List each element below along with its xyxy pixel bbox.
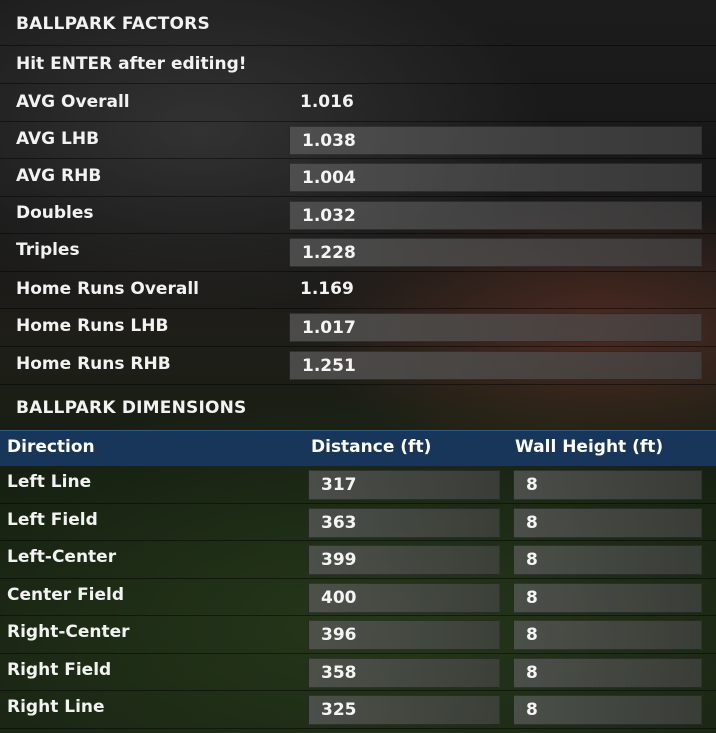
column-header-direction: Direction: [7, 437, 95, 457]
factor-row-avg-overall: AVG Overall 1.016: [0, 84, 716, 122]
factor-row-doubles: Doubles 1.032: [0, 197, 716, 234]
factor-row-hr-lhb: Home Runs LHB 1.017: [0, 309, 716, 347]
factor-label: AVG RHB: [16, 166, 102, 186]
wall-height-input[interactable]: 8: [513, 695, 702, 725]
factor-label: Triples: [16, 240, 80, 260]
wall-height-input[interactable]: 8: [513, 508, 702, 538]
wall-height-input[interactable]: 8: [513, 545, 702, 575]
triples-input[interactable]: 1.228: [289, 238, 702, 267]
direction-label: Center Field: [7, 585, 125, 605]
table-row: Left Field 363 8: [0, 504, 716, 541]
table-row: Right Field 358 8: [0, 654, 716, 691]
table-row: Left Line 317 8: [0, 466, 716, 504]
factor-label: Home Runs LHB: [16, 316, 169, 336]
factor-value: 1.169: [300, 279, 354, 299]
distance-input[interactable]: 325: [308, 695, 500, 725]
distance-input[interactable]: 363: [308, 508, 500, 538]
hr-lhb-input[interactable]: 1.017: [289, 313, 702, 342]
dimensions-title: BALLPARK DIMENSIONS: [16, 398, 247, 418]
wall-height-input[interactable]: 8: [513, 620, 702, 650]
factors-hint-row: Hit ENTER after editing!: [0, 46, 716, 84]
column-header-wall-height: Wall Height (ft): [515, 437, 664, 457]
avg-rhb-input[interactable]: 1.004: [289, 163, 702, 192]
factor-label: Home Runs RHB: [16, 354, 171, 374]
wall-height-input[interactable]: 8: [513, 470, 702, 500]
avg-lhb-input[interactable]: 1.038: [289, 126, 702, 155]
factor-label: AVG LHB: [16, 129, 100, 149]
direction-label: Left Line: [7, 472, 92, 492]
direction-label: Right-Center: [7, 622, 130, 642]
factors-title: BALLPARK FACTORS: [16, 14, 210, 34]
factor-row-avg-lhb: AVG LHB 1.038: [0, 122, 716, 159]
distance-input[interactable]: 358: [308, 658, 500, 688]
column-header-distance: Distance (ft): [311, 437, 432, 457]
table-row: Center Field 400 8: [0, 579, 716, 616]
factors-hint: Hit ENTER after editing!: [16, 54, 247, 74]
table-row: Left-Center 399 8: [0, 541, 716, 579]
factor-label: Doubles: [16, 203, 94, 223]
dimensions-table-header: Direction Distance (ft) Wall Height (ft): [0, 430, 716, 466]
table-row: Right Line 325 8: [0, 691, 716, 729]
factor-row-hr-overall: Home Runs Overall 1.169: [0, 272, 716, 309]
direction-label: Left-Center: [7, 547, 117, 567]
dimensions-title-row: BALLPARK DIMENSIONS: [0, 385, 716, 430]
factors-title-row: BALLPARK FACTORS: [0, 0, 716, 46]
doubles-input[interactable]: 1.032: [289, 201, 702, 230]
factor-row-avg-rhb: AVG RHB 1.004: [0, 159, 716, 197]
hr-rhb-input[interactable]: 1.251: [289, 351, 702, 380]
wall-height-input[interactable]: 8: [513, 583, 702, 613]
direction-label: Right Line: [7, 697, 105, 717]
factor-row-triples: Triples 1.228: [0, 234, 716, 272]
direction-label: Right Field: [7, 660, 112, 680]
distance-input[interactable]: 400: [308, 583, 500, 613]
distance-input[interactable]: 396: [308, 620, 500, 650]
factor-value: 1.016: [300, 92, 354, 112]
factor-label: Home Runs Overall: [16, 279, 199, 299]
distance-input[interactable]: 317: [308, 470, 500, 500]
wall-height-input[interactable]: 8: [513, 658, 702, 688]
table-row: Right-Center 396 8: [0, 616, 716, 654]
distance-input[interactable]: 399: [308, 545, 500, 575]
factor-row-hr-rhb: Home Runs RHB 1.251: [0, 347, 716, 385]
factor-label: AVG Overall: [16, 92, 130, 112]
direction-label: Left Field: [7, 510, 98, 530]
